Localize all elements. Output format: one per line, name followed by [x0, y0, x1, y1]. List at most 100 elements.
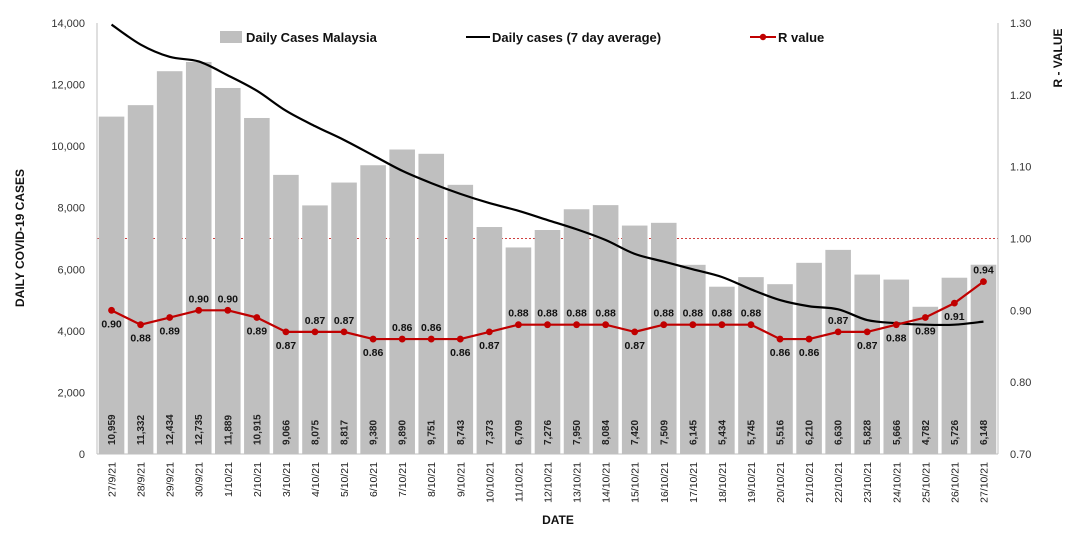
r-value-marker: [718, 321, 726, 329]
bar-value-label: 4,782: [921, 420, 932, 445]
y2-tick-label: 1.10: [1010, 162, 1031, 174]
bar-value-label: 7,420: [630, 420, 641, 445]
r-value-marker: [282, 328, 290, 336]
x-tick-label: 25/10/21: [920, 462, 932, 503]
bar-labels-layer: 10,959 11,332 12,434 12,735 11,889 10,915 9,06…: [107, 414, 990, 445]
bar: [447, 184, 474, 454]
x-axis-title: DATE: [542, 513, 574, 527]
bar: [273, 174, 299, 454]
bar: [476, 227, 503, 454]
bar: [854, 274, 880, 454]
x-tick-label: 15/10/21: [630, 462, 642, 503]
r-value-marker: [747, 321, 755, 329]
bar: [738, 277, 764, 454]
x-tick-label: 8/10/21: [426, 462, 438, 497]
y2-tick-label: 0.70: [1010, 449, 1031, 461]
bar-value-label: 8,743: [456, 420, 467, 445]
r-value-label: 0.88: [508, 308, 529, 320]
r-value-label: 0.86: [450, 347, 471, 359]
r-value-label: 0.87: [334, 315, 355, 327]
r-value-label: 0.88: [683, 308, 704, 320]
r-value-marker: [253, 314, 261, 321]
x-tick-label: 5/10/21: [339, 462, 351, 497]
r-value-marker: [573, 321, 580, 329]
bar: [418, 153, 445, 454]
bar-value-label: 7,950: [572, 420, 583, 445]
bar-value-label: 12,434: [165, 414, 176, 445]
bar-value-label: 6,630: [834, 420, 845, 445]
r-value-label: 0.87: [276, 340, 297, 352]
r-value-label: 0.86: [770, 347, 791, 359]
r-value-label: 0.89: [159, 326, 180, 338]
axes-layer: 0 2,000 4,000 6,000 8,000 10,000 12,000 14,000 0…: [51, 18, 1031, 503]
r-value-marker: [195, 306, 203, 314]
bar: [127, 105, 154, 454]
r-value-label: 0.87: [857, 340, 878, 352]
bar: [970, 264, 997, 454]
bar-value-label: 7,509: [659, 420, 670, 445]
r-value-marker: [689, 321, 697, 329]
bar: [825, 249, 851, 454]
r-value-label: 0.88: [130, 333, 151, 345]
r-value-label: 0.90: [101, 318, 122, 330]
r-value-marker: [369, 335, 377, 343]
x-tick-label: 9/10/21: [455, 462, 467, 497]
bar: [912, 306, 939, 454]
y-axis-title: DAILY COVID-19 CASES: [13, 169, 27, 307]
bar: [563, 209, 590, 454]
bar-value-label: 6,210: [805, 420, 816, 445]
bar: [883, 279, 910, 454]
r-value-label: 0.88: [712, 308, 733, 320]
bar-value-label: 5,745: [746, 420, 757, 445]
bar-value-label: 12,735: [194, 414, 205, 445]
x-tick-label: 14/10/21: [601, 462, 613, 503]
bar: [621, 225, 648, 454]
r-value-marker: [863, 328, 871, 336]
bar: [185, 61, 212, 454]
bar: [360, 165, 386, 455]
r-value-marker: [485, 328, 493, 336]
r-value-label: 0.87: [479, 340, 500, 352]
r-value-marker: [340, 328, 348, 336]
r-value-label: 0.87: [624, 340, 645, 352]
x-tick-label: 22/10/21: [833, 462, 845, 503]
bar-value-label: 5,666: [892, 420, 903, 445]
r-value-label: 0.89: [247, 326, 268, 338]
bar: [215, 87, 241, 454]
x-tick-label: 10/10/21: [484, 462, 496, 503]
bar: [650, 222, 677, 454]
bar-value-label: 7,276: [543, 420, 554, 445]
bar: [98, 116, 125, 454]
r-value-marker: [805, 335, 813, 343]
bar-value-label: 10,915: [252, 414, 263, 445]
bar-value-label: 5,828: [863, 420, 874, 445]
y-tick-label: 12,000: [51, 80, 85, 92]
r-value-label: 0.91: [944, 311, 965, 323]
bar: [680, 264, 706, 454]
x-tick-label: 28/9/21: [136, 462, 148, 497]
bar: [331, 182, 357, 454]
r-value-label: 0.88: [654, 308, 675, 320]
bar: [156, 71, 183, 455]
legend-label-avg-line: Daily cases (7 day average): [492, 30, 661, 45]
r-value-marker: [980, 278, 987, 285]
y2-tick-label: 0.90: [1010, 305, 1031, 317]
x-tick-label: 18/10/21: [717, 462, 729, 503]
bar-value-label: 5,516: [776, 420, 787, 445]
x-tick-label: 29/9/21: [165, 462, 177, 497]
bar-value-label: 6,145: [688, 420, 699, 445]
x-tick-label: 26/10/21: [949, 462, 961, 503]
r-value-marker: [544, 321, 551, 329]
r-value-label: 0.88: [566, 308, 587, 320]
lines-layer: 0.90 0.88 0.89 0.90 0.90 0.89 0.87 0.87 0.87 0.86…: [101, 23, 994, 359]
x-tick-label: 23/10/21: [862, 462, 874, 503]
r-value-marker: [631, 328, 639, 336]
r-value-label: 0.88: [886, 333, 907, 345]
r-value-label: 0.87: [305, 315, 326, 327]
bar-value-label: 5,726: [950, 420, 961, 445]
x-tick-label: 27/10/21: [978, 462, 990, 503]
r-value-marker: [224, 306, 232, 314]
bars-layer: [98, 61, 997, 455]
r-value-label: 0.90: [189, 293, 210, 305]
